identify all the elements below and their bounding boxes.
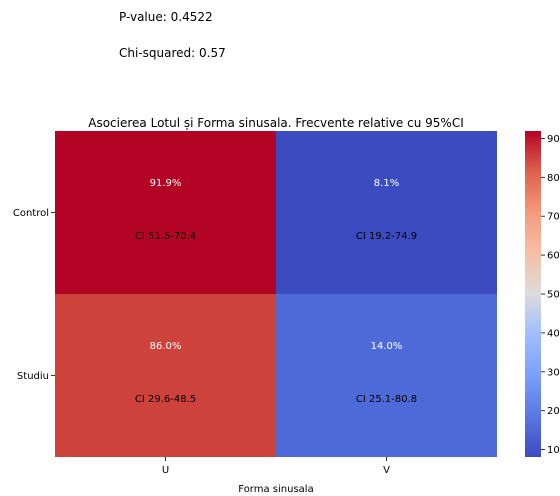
p-value-text: P-value: 0.4522	[119, 10, 213, 24]
colorbar-tick-label: 20	[547, 406, 560, 417]
chart-title: Asocierea Lotul și Forma sinusala. Frecv…	[88, 116, 464, 130]
cell-ci-label: CI 25.1-80.8	[356, 394, 417, 405]
heatmap-cell	[55, 294, 276, 457]
chi-squared-text: Chi-squared: 0.57	[119, 46, 226, 60]
colorbar-tick-label: 10	[547, 445, 560, 456]
colorbar-tick-label: 50	[547, 290, 560, 301]
colorbar-tick-label: 30	[547, 367, 560, 378]
x-tick-label: U	[162, 465, 169, 476]
colorbar-tick-label: 90	[547, 134, 560, 145]
cell-value-label: 91.9%	[150, 178, 182, 189]
y-tick-label: Control	[13, 208, 49, 219]
heatmap-cell	[276, 131, 497, 294]
cell-ci-label: CI 19.2-74.9	[356, 231, 417, 242]
cell-ci-label: CI 51.5-70.4	[135, 231, 196, 242]
cell-value-label: 14.0%	[371, 341, 403, 352]
colorbar-tick-label: 40	[547, 328, 560, 339]
colorbar-tick-label: 70	[547, 212, 560, 223]
y-tick-label: Studiu	[17, 371, 49, 382]
x-tick-label: V	[383, 465, 390, 476]
cell-value-label: 86.0%	[150, 341, 182, 352]
colorbar-tick-label: 80	[547, 173, 560, 184]
colorbar-tick-label: 60	[547, 251, 560, 262]
heatmap-cell	[276, 294, 497, 457]
cell-value-label: 8.1%	[374, 178, 399, 189]
colorbar	[525, 131, 541, 457]
x-axis-label: Forma sinusala	[238, 484, 313, 495]
cell-ci-label: CI 29.6-48.5	[135, 394, 196, 405]
heatmap-cell	[55, 131, 276, 294]
